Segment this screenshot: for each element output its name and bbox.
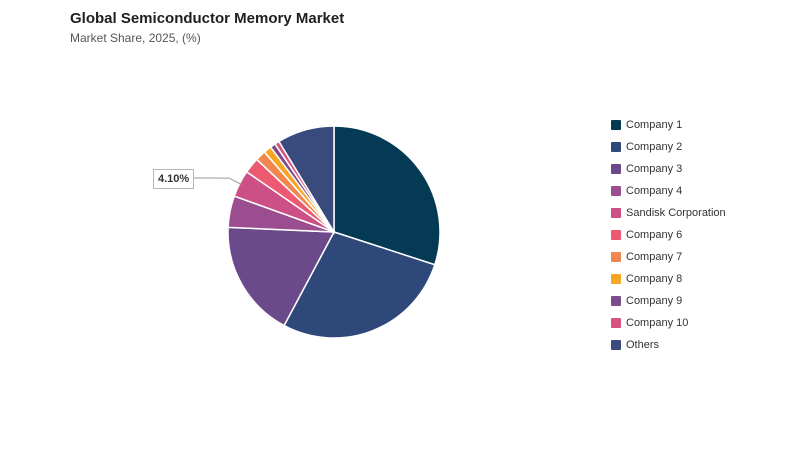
legend-item: Company 8 (611, 268, 726, 290)
chart-title: Global Semiconductor Memory Market (70, 10, 345, 27)
legend-swatch (611, 120, 621, 130)
legend-label: Company 6 (626, 229, 683, 241)
legend-swatch (611, 186, 621, 196)
legend-label: Others (626, 339, 660, 351)
legend-label: Company 4 (626, 185, 683, 197)
legend-item: Company 9 (611, 290, 726, 312)
legend-label: Sandisk Corporation (626, 207, 726, 219)
legend-item: Others (611, 334, 726, 356)
legend-label: Company 7 (626, 251, 683, 263)
legend-label: Company 9 (626, 295, 683, 307)
pie-slice-company-3 (227, 226, 336, 327)
pie-slice-company-1 (333, 125, 441, 266)
legend-swatch (611, 164, 621, 174)
pie-slices (227, 125, 441, 339)
legend-label: Company 3 (626, 163, 683, 175)
legend-item: Company 3 (611, 158, 726, 180)
legend-label: Company 8 (626, 273, 683, 285)
legend: Company 1 Company 2 Company 3 Company 4 Sand… (611, 114, 726, 356)
legend-item: Sandisk Corporation (611, 202, 726, 224)
legend-item: Company 10 (611, 312, 726, 334)
pie-slice-company-2 (283, 231, 436, 339)
legend-swatch (611, 208, 621, 218)
legend-swatch (611, 230, 621, 240)
chart-subtitle: Market Share, 2025, (%) (70, 31, 201, 45)
legend-label: Company 1 (626, 119, 683, 131)
legend-item: Company 7 (611, 246, 726, 268)
legend-item: Company 6 (611, 224, 726, 246)
legend-item: Company 1 (611, 114, 726, 136)
legend-item: Company 2 (611, 136, 726, 158)
legend-swatch (611, 252, 621, 262)
legend-item: Company 4 (611, 180, 726, 202)
legend-swatch (611, 296, 621, 306)
legend-swatch (611, 318, 621, 328)
legend-label: Company 10 (626, 317, 689, 329)
callout-leader-line (194, 177, 242, 185)
legend-label: Company 2 (626, 141, 683, 153)
slice-data-label: 4.10% (153, 169, 195, 189)
legend-swatch (611, 142, 621, 152)
pie-slice-others (277, 125, 335, 235)
legend-swatch (611, 274, 621, 284)
legend-swatch (611, 340, 621, 350)
